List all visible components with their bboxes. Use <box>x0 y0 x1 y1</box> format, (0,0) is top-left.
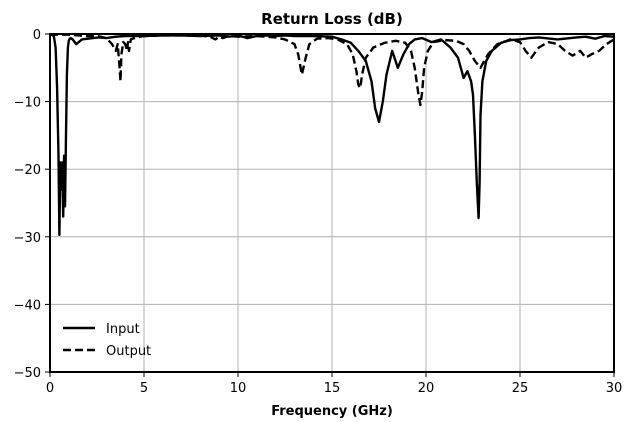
y-tick-label: 0 <box>33 28 41 43</box>
legend: Input Output <box>63 322 151 359</box>
series-line-input <box>49 32 615 236</box>
x-tick-label: 5 <box>140 381 148 396</box>
y-tick-label: −20 <box>14 163 41 178</box>
x-tick-label: 25 <box>512 381 529 396</box>
x-tick-label: 15 <box>324 381 341 396</box>
x-axis-label: Frequency (GHz) <box>271 404 393 419</box>
x-tick-label: 0 <box>46 381 54 396</box>
y-tick-label: −40 <box>14 298 41 313</box>
x-tick-label: 20 <box>418 381 435 396</box>
y-tick-label: −10 <box>14 96 41 111</box>
x-tick-label: 10 <box>230 381 247 396</box>
y-tick-label: −30 <box>14 231 41 246</box>
legend-label-output: Output <box>106 344 151 359</box>
y-tick-label: −50 <box>14 366 41 381</box>
chart-title: Return Loss (dB) <box>261 10 403 28</box>
series-lines <box>49 32 615 236</box>
series-line-output <box>50 33 615 107</box>
legend-label-input: Input <box>106 322 140 337</box>
x-tick-label: 30 <box>606 381 623 396</box>
axis-ticks: 0 5 10 15 20 25 30 0 −10 −20 −30 −40 −50 <box>14 28 623 396</box>
